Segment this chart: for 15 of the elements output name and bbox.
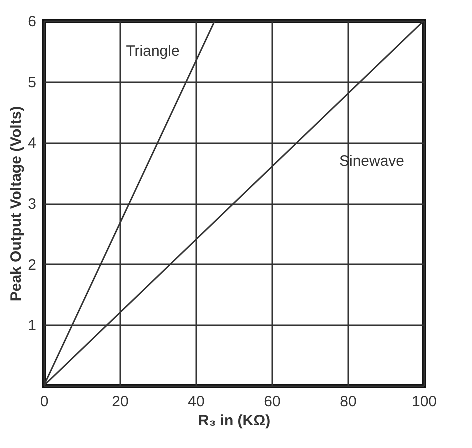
x-tick-label: 40 xyxy=(188,394,205,410)
y-tick-label: 1 xyxy=(28,318,36,335)
x-tick-label: 20 xyxy=(112,394,129,410)
series-label: Triangle xyxy=(126,43,180,60)
y-tick-label: 2 xyxy=(28,256,36,274)
x-tick-label: 60 xyxy=(264,394,281,410)
x-axis-title: R₃ in (KΩ) xyxy=(198,412,271,430)
y-axis-title: Peak Output Voltage (Volts) xyxy=(8,106,26,302)
y-tick-label: 4 xyxy=(28,135,36,152)
x-tick-label: 100 xyxy=(412,394,438,410)
x-tick-label: 0 xyxy=(40,394,49,410)
y-tick-label: 3 xyxy=(28,196,36,213)
x-tick-label: 80 xyxy=(340,394,357,410)
y-tick-label: 5 xyxy=(28,74,36,92)
y-tick-label: 6 xyxy=(28,14,36,30)
